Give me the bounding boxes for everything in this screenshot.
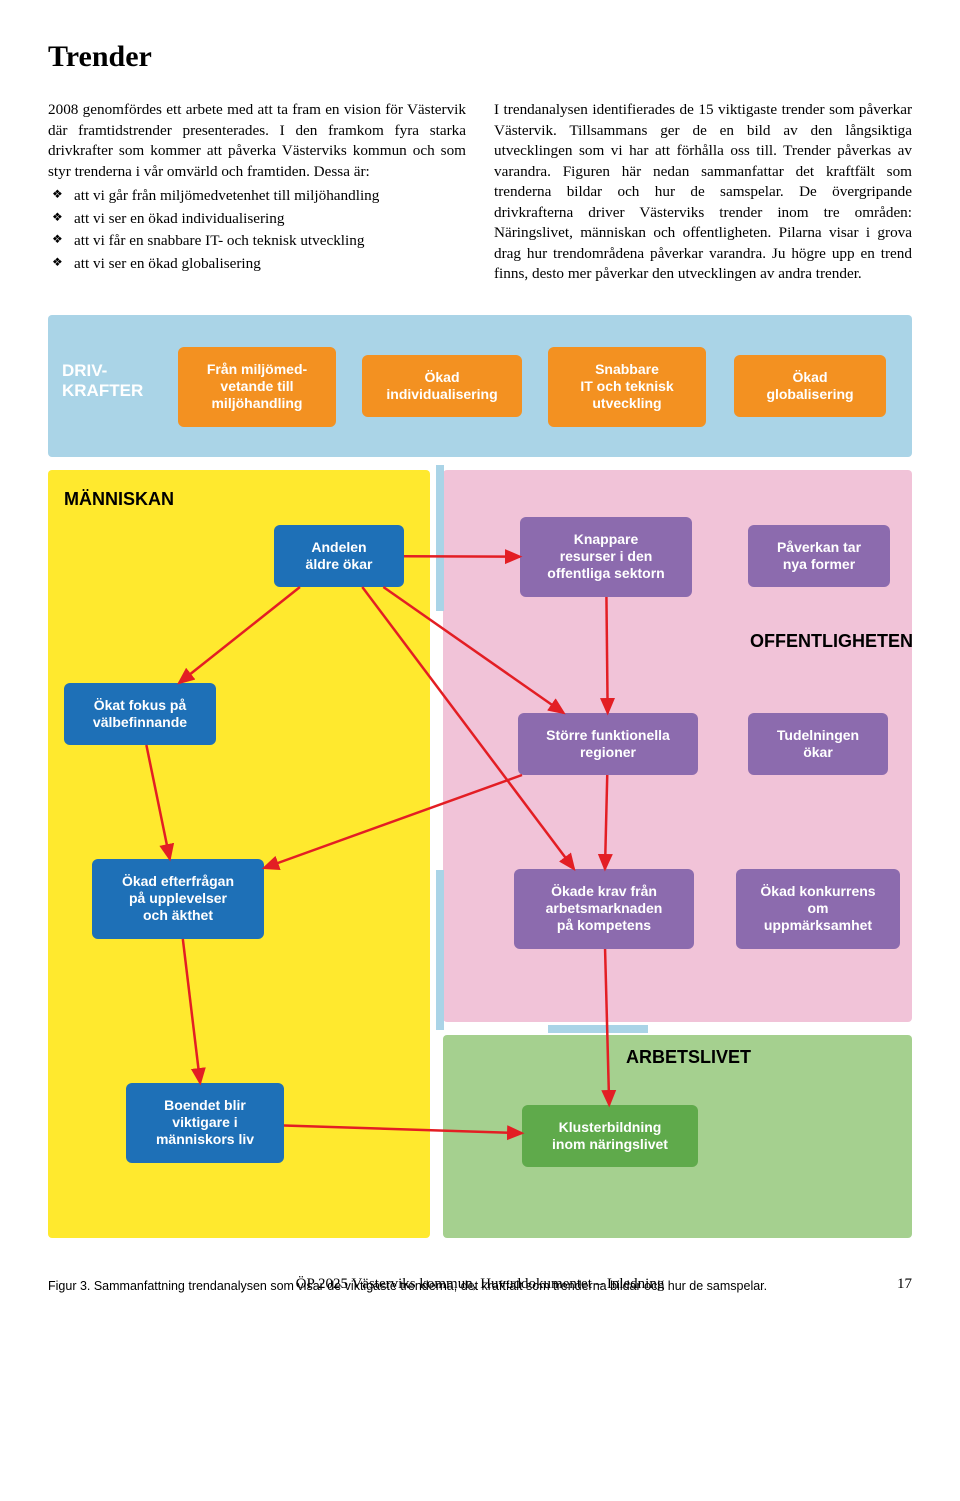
region-label: DRIV- KRAFTER xyxy=(62,361,143,401)
box-o5: Ökade krav från arbetsmarknaden på kompe… xyxy=(514,869,694,949)
bullet-item: att vi ser en ökad individualisering xyxy=(48,209,466,230)
intro-columns: 2008 genomfördes ett arbete med att ta f… xyxy=(48,100,912,285)
page-footer: ÖP 2025 Västerviks kommun, Huvuddokument… xyxy=(0,1276,960,1293)
connector-bar xyxy=(436,465,444,611)
box-o1: Knappare resurser i den offentliga sekto… xyxy=(520,517,692,597)
box-o2: Påverkan tar nya former xyxy=(748,525,890,587)
col-right: I trendanalysen identifierades de 15 vik… xyxy=(494,100,912,285)
box-o3: Större funktionella regioner xyxy=(518,713,698,775)
box-m1: Andelen äldre ökar xyxy=(274,525,404,587)
page-number: 17 xyxy=(897,1276,912,1293)
box-d4: Ökad globalisering xyxy=(734,355,886,417)
region-label: MÄNNISKAN xyxy=(64,489,174,510)
box-d2: Ökad individualisering xyxy=(362,355,522,417)
bullet-item: att vi får en snabbare IT- och teknisk u… xyxy=(48,231,466,252)
box-d3: Snabbare IT och teknisk utveckling xyxy=(548,347,706,427)
box-m4: Boendet blir viktigare i människors liv xyxy=(126,1083,284,1163)
bullet-item: att vi går från miljömedvetenhet till mi… xyxy=(48,186,466,207)
region-label: ARBETSLIVET xyxy=(626,1047,751,1068)
col-left-p1: 2008 genomfördes ett arbete med att ta f… xyxy=(48,100,466,182)
box-o6: Ökad konkurrens om uppmärksamhet xyxy=(736,869,900,949)
col-left: 2008 genomfördes ett arbete med att ta f… xyxy=(48,100,466,285)
bullet-item: att vi ser en ökad globalisering xyxy=(48,254,466,275)
box-a1: Klusterbildning inom näringslivet xyxy=(522,1105,698,1167)
connector-bar xyxy=(436,870,444,1030)
box-o4: Tudelningen ökar xyxy=(748,713,888,775)
bullet-list: att vi går från miljömedvetenhet till mi… xyxy=(48,186,466,274)
trend-diagram: DRIV- KRAFTER MÄNNISKAN OFFENTLIGHETEN ARBE… xyxy=(48,315,912,1255)
box-m2: Ökat fokus på välbefinnande xyxy=(64,683,216,745)
box-d1: Från miljömed- vetande till miljöhandlin… xyxy=(178,347,336,427)
connector-bar xyxy=(548,1025,648,1033)
box-m3: Ökad efterfrågan på upplevelser och äkth… xyxy=(92,859,264,939)
page-title: Trender xyxy=(48,40,912,74)
col-right-p1: I trendanalysen identifierades de 15 vik… xyxy=(494,100,912,285)
region-label: OFFENTLIGHETEN xyxy=(750,631,913,652)
